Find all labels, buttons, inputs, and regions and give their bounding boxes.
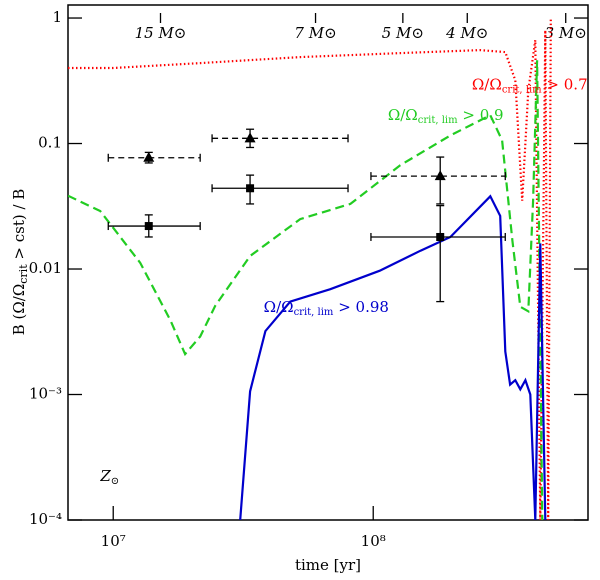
y-tick-label: 0.1 bbox=[38, 134, 62, 152]
annotation-sub: crit, lim bbox=[294, 306, 334, 317]
y-label-part: > cst) / B bbox=[10, 189, 28, 265]
y-label-part: B (Ω/Ω bbox=[10, 284, 28, 336]
y-tick-label: 10⁻⁴ bbox=[29, 510, 62, 528]
y-axis-label: B (Ω/Ωcrit > cst) / B bbox=[10, 189, 30, 336]
marker-triangle bbox=[434, 170, 446, 181]
plot-frame bbox=[67, 4, 589, 521]
annotation: Z⊙ bbox=[99, 467, 119, 487]
top-tick-label: 15 M⊙ bbox=[135, 24, 187, 42]
top-tick-label: 7 M⊙ bbox=[294, 24, 336, 42]
marker-triangle bbox=[143, 151, 155, 162]
y-tick-label: 0.01 bbox=[29, 259, 62, 277]
annotation-sub: ⊙ bbox=[111, 476, 119, 487]
marker-square bbox=[144, 222, 153, 231]
annotation: Ω/Ωcrit, lim > 0.98 bbox=[264, 298, 389, 318]
marker-square bbox=[436, 232, 445, 241]
annotation-sub: crit, lim bbox=[502, 84, 542, 95]
y-tick-label: 1 bbox=[52, 8, 62, 26]
marker-triangle bbox=[244, 132, 256, 143]
top-tick-label: 4 M⊙ bbox=[445, 24, 488, 42]
x-tick-label: 10⁷ bbox=[101, 532, 126, 550]
annotation: Ω/Ωcrit, lim > 0.7 bbox=[472, 75, 588, 95]
top-tick-label: 3 M⊙ bbox=[545, 24, 587, 42]
annotation-part: Ω/Ω bbox=[264, 298, 294, 316]
plot-area bbox=[68, 17, 552, 520]
series-line bbox=[68, 17, 552, 520]
y-label-sub: crit bbox=[17, 264, 30, 284]
annotation: Ω/Ωcrit, lim > 0.9 bbox=[388, 106, 504, 126]
x-axis-label: time [yr] bbox=[295, 556, 361, 574]
series-line bbox=[239, 194, 547, 520]
annotation-part: > 0.7 bbox=[542, 75, 588, 93]
annotation-part: Z bbox=[99, 467, 111, 485]
annotation-sub: crit, lim bbox=[418, 115, 458, 126]
marker-square bbox=[246, 184, 255, 193]
annotation-part: > 0.98 bbox=[333, 298, 389, 316]
annotation-part: > 0.9 bbox=[458, 106, 504, 124]
series-line bbox=[68, 60, 544, 520]
top-tick-label: 5 M⊙ bbox=[382, 24, 424, 42]
x-tick-label: 10⁸ bbox=[361, 532, 386, 550]
annotation-part: Ω/Ω bbox=[388, 106, 418, 124]
y-tick-label: 10⁻³ bbox=[29, 385, 62, 403]
annotation-part: Ω/Ω bbox=[472, 75, 502, 93]
